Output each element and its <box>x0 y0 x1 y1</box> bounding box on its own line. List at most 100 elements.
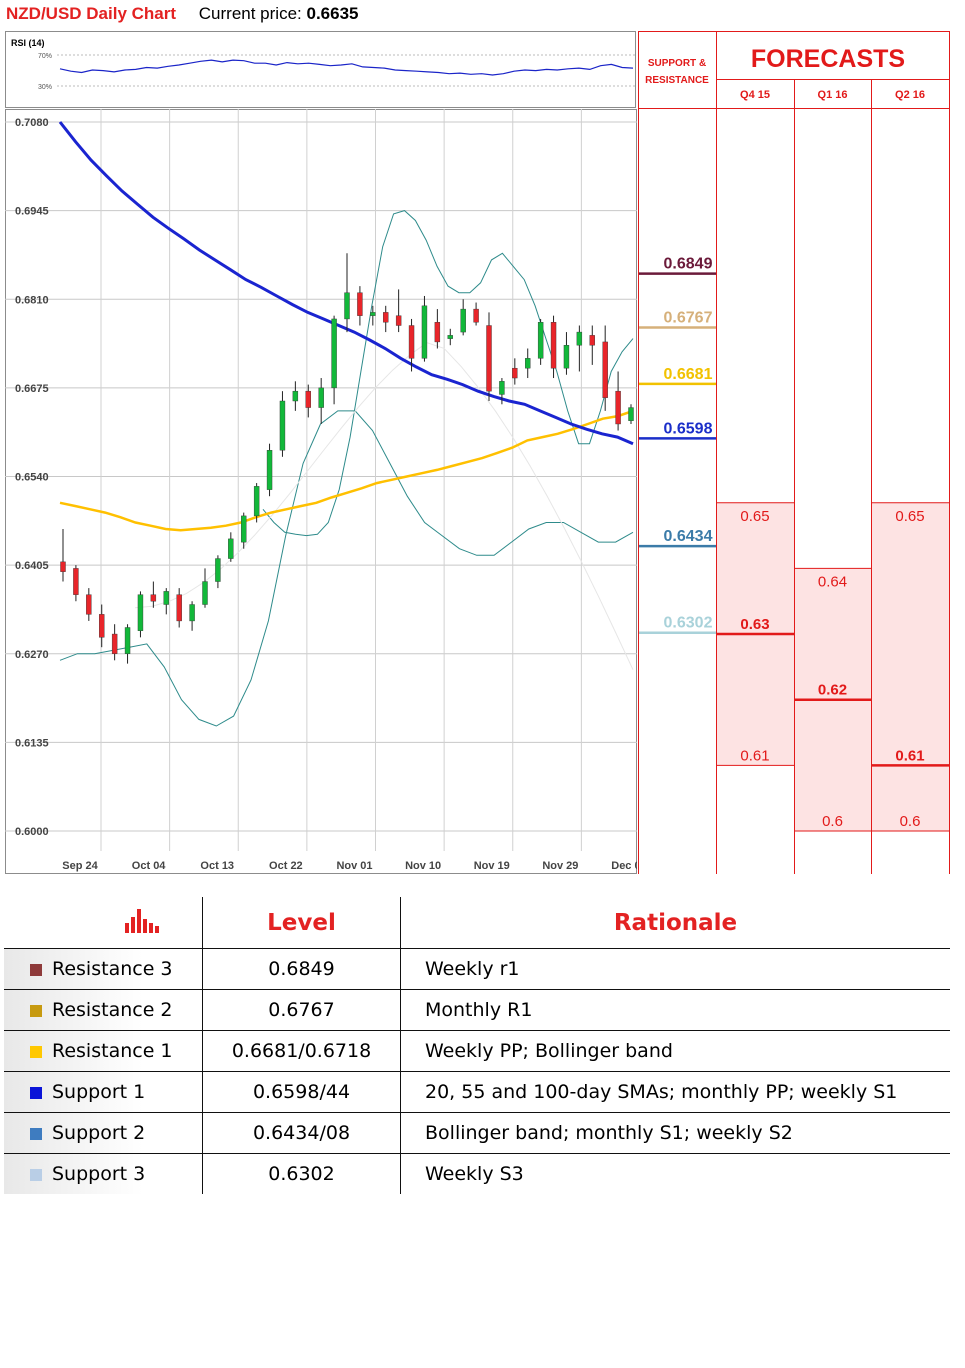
x-tick-label: Nov 19 <box>474 860 510 872</box>
sr-label-1: SUPPORT & <box>648 58 706 69</box>
x-tick-label: Nov 29 <box>542 860 578 872</box>
row-name-cell: Resistance 2 <box>4 989 203 1031</box>
forecast-panel: SUPPORT & RESISTANCE FORECASTS Q4 15 0.65… <box>638 31 950 874</box>
table-row: Resistance 2 0.6767 Monthly R1 <box>4 989 950 1031</box>
candle-body <box>421 305 428 359</box>
row-rationale: Weekly r1 <box>400 948 950 990</box>
forecasts-title: FORECASTS <box>751 45 905 73</box>
table-row: Support 2 0.6434/08 Bollinger band; mont… <box>4 1112 950 1154</box>
candle-body <box>357 292 363 316</box>
row-name: Resistance 3 <box>52 958 173 980</box>
table-row: Support 3 0.6302 Weekly S3 <box>4 1153 950 1194</box>
x-tick-label: Sep 24 <box>62 860 98 872</box>
row-level: 0.6767 <box>202 989 401 1031</box>
rsi-frame <box>5 31 636 108</box>
levels-table: Level Rationale Resistance 3 0.6849 Week… <box>4 897 950 1194</box>
rsi-tick-30: 30% <box>38 84 52 91</box>
candle-body <box>563 345 570 369</box>
candle-body <box>408 325 415 359</box>
candle-body <box>228 538 234 559</box>
forecast-high-value: 0.64 <box>818 573 847 590</box>
x-tick-label: Oct 04 <box>132 860 167 872</box>
candle-body <box>150 594 157 602</box>
sr-label-2: RESISTANCE <box>645 75 709 86</box>
candle-body <box>305 390 311 408</box>
candle-body <box>241 515 247 543</box>
row-name: Support 2 <box>52 1122 146 1144</box>
chart-title: NZD/USD Daily Chart <box>6 4 177 23</box>
candle-body <box>99 614 105 638</box>
row-rationale: Weekly PP; Bollinger band <box>400 1030 950 1072</box>
y-tick-label: 0.6945 <box>15 206 49 218</box>
candle-body <box>318 387 324 408</box>
candle-body <box>383 312 389 323</box>
candle-body <box>512 367 518 379</box>
row-level: 0.6681/0.6718 <box>202 1030 401 1072</box>
level-color-swatch <box>30 1046 42 1058</box>
sr-level-value: 0.6849 <box>664 256 713 273</box>
candle-body <box>344 292 350 320</box>
row-rationale: Weekly S3 <box>425 1163 524 1185</box>
y-tick-label: 0.6135 <box>15 737 49 749</box>
forecast-columns: Q4 15 0.65 0.63 0.61 Q1 16 0.64 0.62 0.6 Q2 16 0.… <box>740 89 925 830</box>
price-chart: 0.7080 0.6945 0.6810 0.6675 0.6540 0.6405 0.62… <box>5 109 637 874</box>
levels-table-body: Resistance 3 0.6849 Weekly r1 Resistance… <box>4 948 950 1194</box>
candle-body <box>460 308 466 333</box>
y-tick-label: 0.7080 <box>15 117 49 129</box>
candle-body <box>447 335 453 339</box>
y-tick-label: 0.6405 <box>15 560 49 572</box>
forecast-column-label: Q2 16 <box>895 89 925 101</box>
row-level: 0.6849 <box>202 948 401 990</box>
level-color-swatch <box>30 964 42 976</box>
forecast-low-value: 0.6 <box>900 813 921 830</box>
x-axis: Sep 24 Oct 04 Oct 13 Oct 22 Nov 01 Nov 10 Nov … <box>62 860 637 872</box>
y-tick-label: 0.6000 <box>15 826 49 838</box>
sr-level-value: 0.6434 <box>664 528 713 545</box>
support-resistance-levels: 0.6849 0.6767 0.6681 0.6598 0.6434 0.6302 <box>639 256 716 634</box>
forecast-backgrounds <box>716 502 949 832</box>
bollinger-lower-line <box>59 410 634 727</box>
table-header-icon-cell <box>4 897 203 949</box>
bar-chart-icon <box>125 908 159 933</box>
row-name: Resistance 1 <box>52 1040 173 1062</box>
row-level: 0.6434/08 <box>202 1112 401 1154</box>
candles <box>60 253 634 664</box>
candle-body <box>473 308 479 323</box>
table-header-rationale: Rationale <box>400 897 950 949</box>
rsi-tick-70: 70% <box>38 53 52 60</box>
row-name: Resistance 2 <box>52 999 173 1021</box>
y-tick-label: 0.6540 <box>15 472 49 484</box>
forecast-mid-value: 0.63 <box>740 616 769 633</box>
rsi-panel: RSI (14) 70% 30% <box>5 31 636 108</box>
forecast-mid-value: 0.61 <box>895 747 924 764</box>
sr-level-value: 0.6767 <box>664 309 713 326</box>
level-color-swatch <box>30 1005 42 1017</box>
price-value: 0.6635 <box>306 4 359 23</box>
forecast-low-value: 0.6 <box>822 813 843 830</box>
row-level: 0.6302 <box>202 1153 401 1194</box>
candle-body <box>137 594 144 631</box>
y-tick-label: 0.6675 <box>15 383 49 395</box>
candle-body <box>202 581 208 605</box>
candle-body <box>602 341 608 398</box>
sr-level-value: 0.6681 <box>664 366 713 383</box>
candle-body <box>111 633 118 654</box>
candle-body <box>279 400 286 451</box>
table-row: Resistance 1 0.6681/0.6718 Weekly PP; Bo… <box>4 1030 950 1072</box>
row-name-cell: Support 2 <box>4 1112 203 1154</box>
forecast-high-value: 0.65 <box>740 508 769 525</box>
candle-body <box>615 390 621 425</box>
candle-body <box>292 390 299 402</box>
rsi-line <box>59 59 634 76</box>
candle-body <box>537 322 544 359</box>
sma-55-line <box>59 409 634 532</box>
level-color-swatch <box>30 1087 42 1099</box>
candle-body <box>176 594 182 622</box>
table-header-level: Level <box>202 897 401 949</box>
x-tick-label: Nov 01 <box>336 860 372 872</box>
x-tick-label: Oct 13 <box>200 860 234 872</box>
row-name-cell: Support 3 <box>4 1153 203 1194</box>
row-name-cell: Resistance 3 <box>4 948 203 990</box>
row-rationale: Monthly R1 <box>400 989 950 1031</box>
table-row: Resistance 3 0.6849 Weekly r1 <box>4 948 950 990</box>
